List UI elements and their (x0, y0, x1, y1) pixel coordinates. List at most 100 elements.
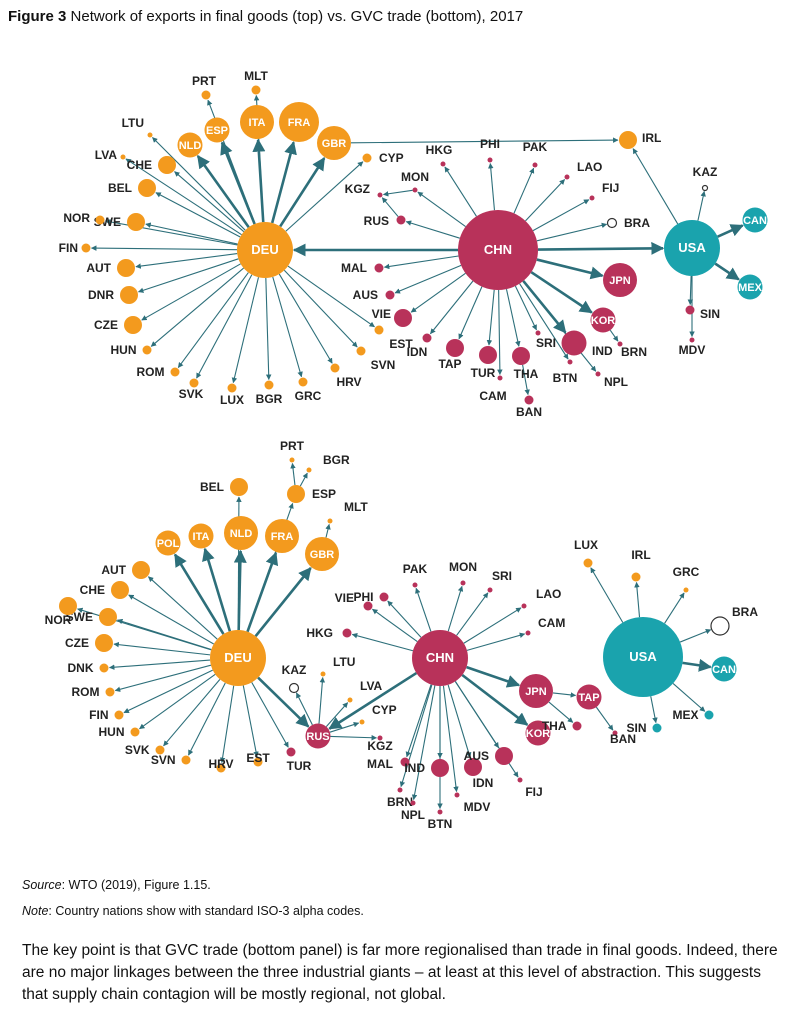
node-label-lux: LUX (574, 538, 598, 552)
node-mon (412, 187, 418, 193)
node-jpn (603, 263, 637, 297)
edge-chn-vie (410, 272, 466, 313)
node-label-lva: LVA (95, 148, 118, 162)
node-phi (379, 592, 389, 602)
node-label-btn: BTN (553, 371, 578, 385)
node-ltu (320, 671, 326, 677)
node-label-hun: HUN (99, 725, 125, 739)
node-svk (189, 378, 199, 388)
node-mex (737, 274, 763, 300)
node-sin (685, 305, 695, 315)
edge-deu-lux (231, 277, 260, 384)
edge-chn-lao (525, 179, 565, 222)
node-tha (512, 347, 530, 365)
node-label-nld: NLD (230, 528, 253, 540)
node-nor (59, 597, 77, 615)
node-label-mal: MAL (341, 261, 367, 275)
node-label-npl: NPL (604, 375, 628, 389)
node-label-hkg: HKG (306, 626, 333, 640)
node-bra (606, 217, 618, 229)
edge-chn-pak (415, 587, 432, 632)
edge-deu-aut (135, 253, 238, 269)
takeaway-paragraph: The key point is that GVC trade (bottom … (22, 942, 778, 1003)
node-aut (117, 259, 135, 277)
note-label: Note (22, 904, 49, 918)
node-label-pak: PAK (403, 562, 428, 576)
node-cze (95, 634, 113, 652)
node-label-kor: KOR (526, 728, 551, 740)
node-sri (535, 330, 541, 336)
edge-chn-vie (372, 608, 418, 643)
node-label-svk: SVK (179, 387, 204, 401)
node-fra (279, 102, 319, 142)
node-aus (495, 747, 513, 765)
node-prt (289, 457, 295, 463)
edge-chn-phi (387, 600, 422, 638)
node-esp (287, 485, 305, 503)
node-hun (142, 345, 152, 355)
node-label-gbr: GBR (310, 549, 335, 561)
node-label-bgr: BGR (323, 453, 350, 467)
edge-chn-idn (447, 684, 472, 758)
edge-deu-ita (202, 547, 232, 632)
node-tap (446, 339, 464, 357)
edge-chn-cam (466, 632, 526, 651)
edge-chn-mdv (442, 685, 459, 793)
edge-usa-irl (632, 148, 679, 225)
edge-usa-mex (672, 682, 706, 712)
edge-chn-tha (505, 288, 521, 347)
edge-tha-ban (522, 364, 530, 396)
edge-esp-prt (290, 462, 296, 486)
edge-usa-can (717, 224, 744, 238)
node-label-rom: ROM (137, 365, 165, 379)
edge-chn-kor (461, 673, 529, 726)
node-label-mon: MON (401, 170, 429, 184)
edge-deu-est (287, 265, 375, 328)
edge-deu-aut (147, 576, 218, 640)
node-label-irl: IRL (642, 131, 661, 145)
edge-chn-mon (417, 191, 466, 228)
edge-usa-lux (590, 567, 624, 623)
node-usa (664, 220, 720, 276)
node-vie (363, 601, 373, 611)
node-label-fin: FIN (89, 708, 108, 722)
node-label-ltu: LTU (333, 655, 355, 669)
node-fij (589, 195, 595, 201)
edge-deu-ltu (152, 137, 246, 231)
node-label-kaz: KAZ (693, 165, 718, 179)
edge-rus-kgz (330, 734, 378, 741)
node-idn (464, 758, 482, 776)
node-npl (410, 800, 416, 806)
edge-deu-fin (90, 245, 238, 251)
edge-chn-sri (456, 592, 489, 636)
node-chn (412, 630, 468, 686)
node-label-gbr: GBR (322, 138, 347, 150)
figure-number: Figure 3 (8, 8, 67, 25)
node-deu (237, 222, 293, 278)
node-label-cze: CZE (94, 318, 118, 332)
final-goods-network: DEU CHN USA FRA ITA ESP NLD GBR PRT MLT LTU LVA CHE B… (59, 69, 768, 419)
node-label-bra: BRA (732, 605, 758, 619)
node-sri (487, 587, 493, 593)
node-brn (617, 341, 623, 347)
node-can (711, 656, 737, 682)
node-label-ban: BAN (516, 405, 542, 419)
node-dnk (99, 663, 109, 673)
node-aut (132, 561, 150, 579)
node-tur (479, 346, 497, 364)
edge-usa-sin (650, 696, 658, 724)
node-label-rus: RUS (306, 731, 329, 743)
edge-chn-sri (514, 285, 537, 331)
node-svn (356, 346, 366, 356)
node-label-chn: CHN (484, 242, 512, 257)
edge-deu-hrv (278, 273, 333, 364)
node-label-idn: IDN (473, 776, 494, 790)
node-bgr (264, 380, 274, 390)
node-label-kgz: KGZ (345, 182, 370, 196)
source-label: Source (22, 878, 62, 892)
node-lao (564, 174, 570, 180)
edge-deu-cze (113, 641, 211, 656)
edge-deu-hrv (219, 685, 235, 764)
node-label-vie: VIE (372, 307, 391, 321)
edge-deu-svk (196, 274, 253, 379)
